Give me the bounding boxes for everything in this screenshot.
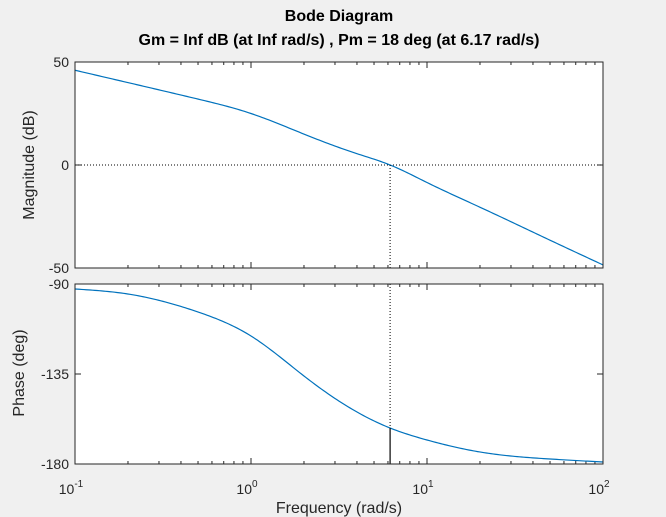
y-tick-label: -90 (49, 276, 69, 292)
y-tick-label: -135 (41, 366, 69, 382)
y-tick-label: 0 (61, 157, 69, 173)
x-tick-label: 101 (412, 479, 434, 497)
phase-plot: -90 -135 -180 10-1 100 101 102 (41, 276, 610, 497)
x-tick-label: 10-1 (59, 479, 84, 497)
plot-frame (74, 61, 604, 269)
magnitude-axis-label: Magnitude (dB) (21, 110, 38, 219)
y-tick-label: 50 (53, 54, 69, 70)
phase-axis-label: Phase (deg) (11, 329, 28, 416)
chart-subtitle: Gm = Inf dB (at Inf rad/s) , Pm = 18 deg… (139, 32, 540, 49)
y-tick-label: -50 (49, 260, 69, 276)
phase-line (74, 288, 604, 463)
x-tick-label: 100 (236, 479, 258, 497)
plot-area (75, 284, 603, 464)
magnitude-plot: 50 0 -50 (49, 54, 604, 276)
chart-title: Bode Diagram (285, 8, 393, 25)
plot-frame (74, 283, 604, 465)
frequency-axis-label: Frequency (rad/s) (276, 500, 402, 517)
magnitude-line (74, 69, 604, 266)
x-tick-label: 102 (588, 479, 610, 497)
y-tick-label: -180 (41, 456, 69, 472)
